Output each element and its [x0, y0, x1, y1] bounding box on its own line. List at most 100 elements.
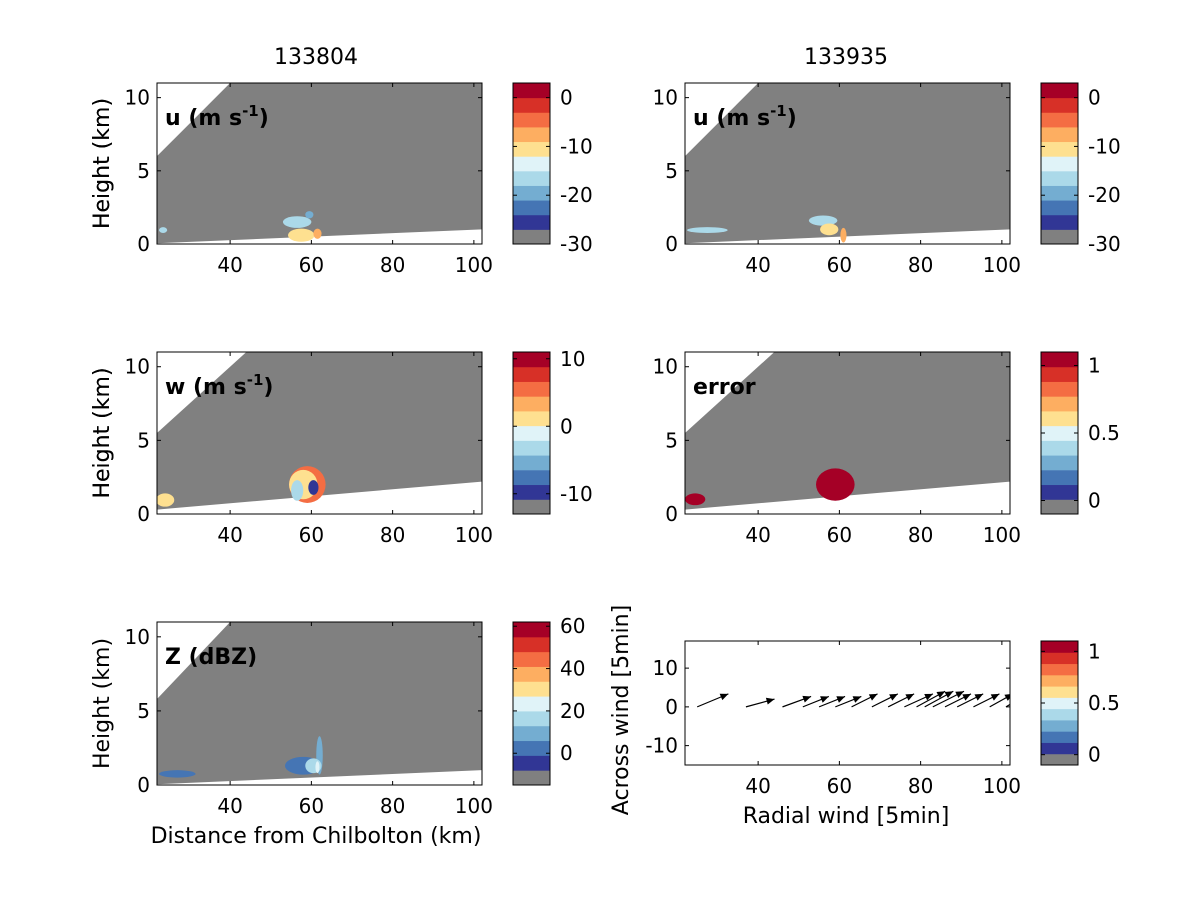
data-feature-1	[282, 216, 312, 228]
y-axis-label: Height (km)	[90, 98, 115, 229]
colorbar-tick-label: 0	[560, 86, 573, 110]
colorbar: 10 0 -10	[512, 347, 593, 515]
wind-arrow-13	[944, 693, 972, 708]
y-tick-label: 10	[125, 355, 150, 379]
colorbar-tick-label: -10	[1088, 134, 1121, 158]
x-tick-label: 100	[983, 253, 1021, 277]
axes-frame	[684, 640, 1011, 766]
x-tick-label: 80	[380, 253, 405, 277]
x-tick-label: 60	[299, 794, 324, 818]
colorbar: 10.50	[1040, 351, 1120, 515]
data-feature-0	[685, 493, 706, 506]
x-axis-label-quiver: Radial wind [5min]	[743, 804, 950, 829]
wind-arrow-10	[916, 690, 946, 708]
data-feature-4	[315, 761, 320, 774]
y-tick-label: 5	[665, 428, 678, 452]
y-tick-label: -10	[645, 734, 678, 758]
colorbar-tick-label: -10	[560, 134, 593, 158]
x-tick-label: 100	[455, 253, 493, 277]
x-tick-label: 80	[380, 794, 405, 818]
panel-Z_133804: Z (dBZ) Height (km) 40 60 80 100 0 5 10 60 40 20 0	[90, 614, 585, 818]
wind-arrow-16	[989, 694, 1010, 708]
data-feature-0	[159, 227, 168, 234]
radar-beam-background	[685, 352, 1010, 510]
x-tick-label: 100	[983, 774, 1021, 798]
panel-label: error	[693, 375, 756, 400]
data-feature-4	[308, 480, 319, 495]
colorbar-tick-label: 0	[1088, 743, 1101, 767]
panel-label: w (m s-1)	[165, 371, 273, 400]
data-feature-3	[840, 227, 847, 243]
colorbar-tick-label: 0	[1088, 86, 1101, 110]
wind-arrow-9	[904, 693, 934, 708]
wind-arrow-6	[851, 693, 878, 708]
data-feature-4	[313, 228, 322, 239]
colorbar: 0 -10 -20 -30	[512, 82, 593, 256]
colorbar-tick-label: 0.5	[1088, 691, 1120, 715]
column-title-left: 133804	[274, 45, 358, 70]
data-feature-2	[305, 211, 314, 219]
y-tick-label: 10	[125, 86, 150, 110]
colorbar-tick-label: 10	[560, 347, 585, 371]
panel-label: u (m s-1)	[693, 102, 797, 131]
x-tick-label: 40	[745, 774, 770, 798]
y-tick-label: 5	[137, 159, 150, 183]
colorbar-tick-label: 60	[560, 614, 585, 638]
wind-arrow-14	[956, 693, 984, 708]
y-tick-label: 5	[137, 428, 150, 452]
radar-beam-background	[157, 352, 482, 510]
wind-arrow-4	[818, 695, 846, 708]
colorbar: 60 40 20 0	[512, 614, 585, 786]
panel-error_133935: error Height (km) 40 60 80 100 0 5 10 10.50	[90, 351, 1120, 547]
colorbar-tick-label: 0	[560, 414, 573, 438]
wind-arrow-12	[932, 690, 965, 708]
colorbar-tick-label: -30	[560, 232, 593, 256]
x-tick-label: 60	[827, 774, 852, 798]
axes-frame	[156, 351, 483, 515]
x-tick-label: 80	[908, 253, 933, 277]
colorbar-tick-label: 40	[560, 657, 585, 681]
y-tick-label: 5	[137, 699, 150, 723]
x-tick-label: 100	[983, 523, 1021, 547]
wind-arrow-2	[782, 695, 812, 708]
x-tick-label: 40	[745, 523, 770, 547]
radar-beam-background	[685, 83, 1010, 244]
radar-beam-background	[157, 83, 482, 244]
y-axis-label: Height (km)	[90, 367, 115, 498]
data-feature-0	[157, 493, 175, 507]
colorbar-tick-label: -10	[560, 482, 593, 506]
y-axis-label-quiver: Across wind [5min]	[609, 605, 634, 815]
y-tick-label: 0	[137, 502, 150, 526]
plot-area	[157, 622, 482, 785]
y-tick-label: 10	[653, 86, 678, 110]
colorbar-tick-label: 0.5	[1088, 421, 1120, 445]
panel-label: Z (dBZ)	[165, 645, 257, 670]
wind-arrow-11	[924, 690, 954, 708]
colorbar-tick-label: -20	[560, 183, 593, 207]
data-feature-1	[808, 215, 838, 226]
y-tick-label: 0	[665, 502, 678, 526]
x-tick-label: 40	[217, 794, 242, 818]
wind-arrow-17	[1005, 703, 1010, 708]
data-feature-2	[820, 223, 839, 236]
colorbar: 0 -10 -20 -30	[1040, 82, 1121, 256]
plot-area	[685, 352, 1010, 510]
y-tick-label: 10	[653, 656, 678, 680]
y-axis-label: Height (km)	[90, 367, 115, 498]
x-tick-label: 40	[217, 523, 242, 547]
axes-frame	[684, 82, 1011, 245]
panel-label: u (m s-1)	[165, 102, 269, 131]
wind-arrow-3	[802, 695, 830, 708]
wind-arrow-1	[745, 697, 775, 708]
x-tick-label: 80	[908, 523, 933, 547]
radar-beam-background	[157, 622, 482, 785]
x-tick-label: 60	[827, 523, 852, 547]
plot-area	[157, 83, 482, 244]
